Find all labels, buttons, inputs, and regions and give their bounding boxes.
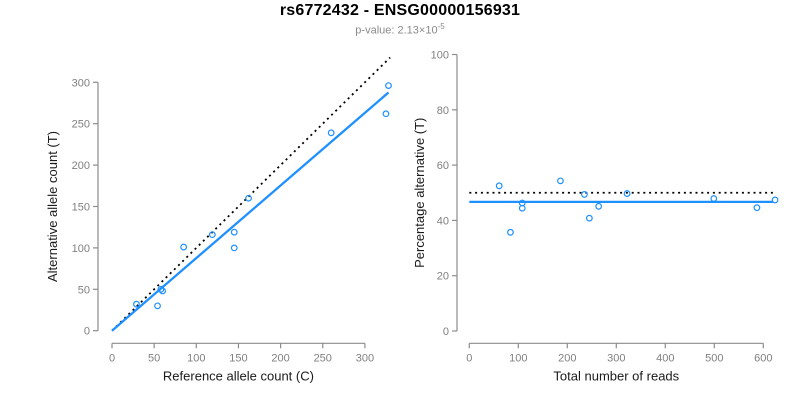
percentage-vs-coverage-scatter-y-axis-title: Percentage alternative (T) [412, 118, 427, 268]
allele-counts-scatter-x-tick-label: 150 [229, 352, 247, 364]
allele-counts-scatter-x-tick-label: 50 [148, 352, 160, 364]
allele-counts-scatter-y-tick-label: 200 [72, 160, 90, 172]
percentage-vs-coverage-scatter-point [495, 182, 503, 190]
percentage-vs-coverage-scatter-point [753, 204, 761, 212]
percentage-vs-coverage-scatter-y-tick-label: 80 [437, 105, 449, 117]
allele-counts-scatter-point [327, 129, 335, 137]
allele-counts-scatter-point [382, 110, 390, 118]
allele-counts-scatter-y-axis-title: Alternative allele count (T) [45, 131, 60, 282]
allele-counts-scatter-x-tick-label: 250 [314, 352, 332, 364]
percentage-vs-coverage-scatter-x-tick-label: 300 [607, 352, 625, 364]
allele-counts-scatter-point [180, 243, 188, 251]
allele-counts-scatter-point [230, 244, 238, 252]
allele-counts-scatter-x-tick-label: 300 [356, 352, 374, 364]
percentage-vs-coverage-scatter-point [557, 177, 564, 185]
p-value-subtitle: p-value: 2.13×10-5 [0, 22, 800, 37]
percentage-vs-coverage-scatter-x-tick-label: 100 [509, 352, 527, 364]
figure-title: rs6772432 - ENSG00000156931 [279, 2, 521, 19]
allele-counts-scatter-y-tick-label: 300 [72, 77, 90, 89]
percentage-vs-coverage-scatter-point [595, 202, 603, 210]
percentage-vs-coverage-scatter-y-tick-label: 60 [437, 160, 449, 172]
allele-counts-scatter-y-tick-label: 100 [72, 243, 90, 255]
percentage-vs-coverage-scatter-point [623, 190, 631, 197]
allele-counts-scatter-y-tick-label: 50 [78, 284, 90, 296]
allele-counts-scatter-y-tick-label: 150 [72, 202, 90, 214]
allele-counts-scatter-x-tick-label: 200 [271, 352, 289, 364]
percentage-vs-coverage-scatter-y-tick-label: 0 [443, 326, 449, 338]
percentage-vs-coverage-scatter-point [710, 195, 718, 202]
allele-counts-scatter-point [159, 287, 166, 295]
percentage-vs-coverage-scatter-x-tick-label: 400 [656, 352, 674, 364]
percentage-vs-coverage-scatter-point [581, 191, 588, 198]
p-value-text: p-value: 2.13×10 [355, 24, 438, 37]
allele-counts-scatter-point [245, 194, 252, 202]
percentage-vs-coverage-scatter-x-axis-title: Total number of reads [553, 368, 679, 383]
percentage-vs-coverage-scatter-point [585, 214, 593, 222]
allele-counts-scatter-y-tick-label: 250 [72, 119, 90, 131]
percentage-vs-coverage-scatter-y-tick-label: 20 [437, 271, 449, 283]
percentage-vs-coverage-scatter-point [507, 228, 514, 236]
allele-counts-scatter-x-axis-title: Reference allele count (C) [163, 368, 314, 383]
percentage-vs-coverage-scatter-x-tick-label: 500 [705, 352, 723, 364]
allele-counts-scatter-point [230, 228, 238, 236]
percentage-vs-coverage-scatter-x-tick-label: 0 [466, 352, 472, 364]
allele-counts-scatter-y-tick-label: 0 [84, 326, 90, 338]
expected-50-50-line [111, 56, 391, 332]
percentage-vs-coverage-scatter-point [771, 196, 779, 204]
allele-counts-scatter-x-tick-label: 0 [109, 352, 115, 364]
percentage-vs-coverage-scatter-x-tick-label: 200 [558, 352, 576, 364]
allele-counts-scatter-x-tick-label: 100 [187, 352, 205, 364]
allele-counts-scatter-point [157, 285, 165, 293]
fitted-proportion-line [111, 91, 390, 332]
p-value-exponent: -5 [437, 22, 445, 31]
percentage-vs-coverage-scatter-x-tick-label: 600 [754, 352, 772, 364]
allele-counts-scatter-point [154, 302, 161, 310]
allele-counts-scatter-point [208, 231, 216, 239]
allele-counts-scatter-point [385, 82, 392, 90]
percentage-vs-coverage-scatter-y-tick-label: 40 [437, 215, 449, 227]
percentage-vs-coverage-scatter-y-tick-label: 100 [431, 50, 449, 62]
allele-counts-scatter-point [133, 300, 140, 308]
percentage-vs-coverage-scatter-point [518, 204, 526, 212]
